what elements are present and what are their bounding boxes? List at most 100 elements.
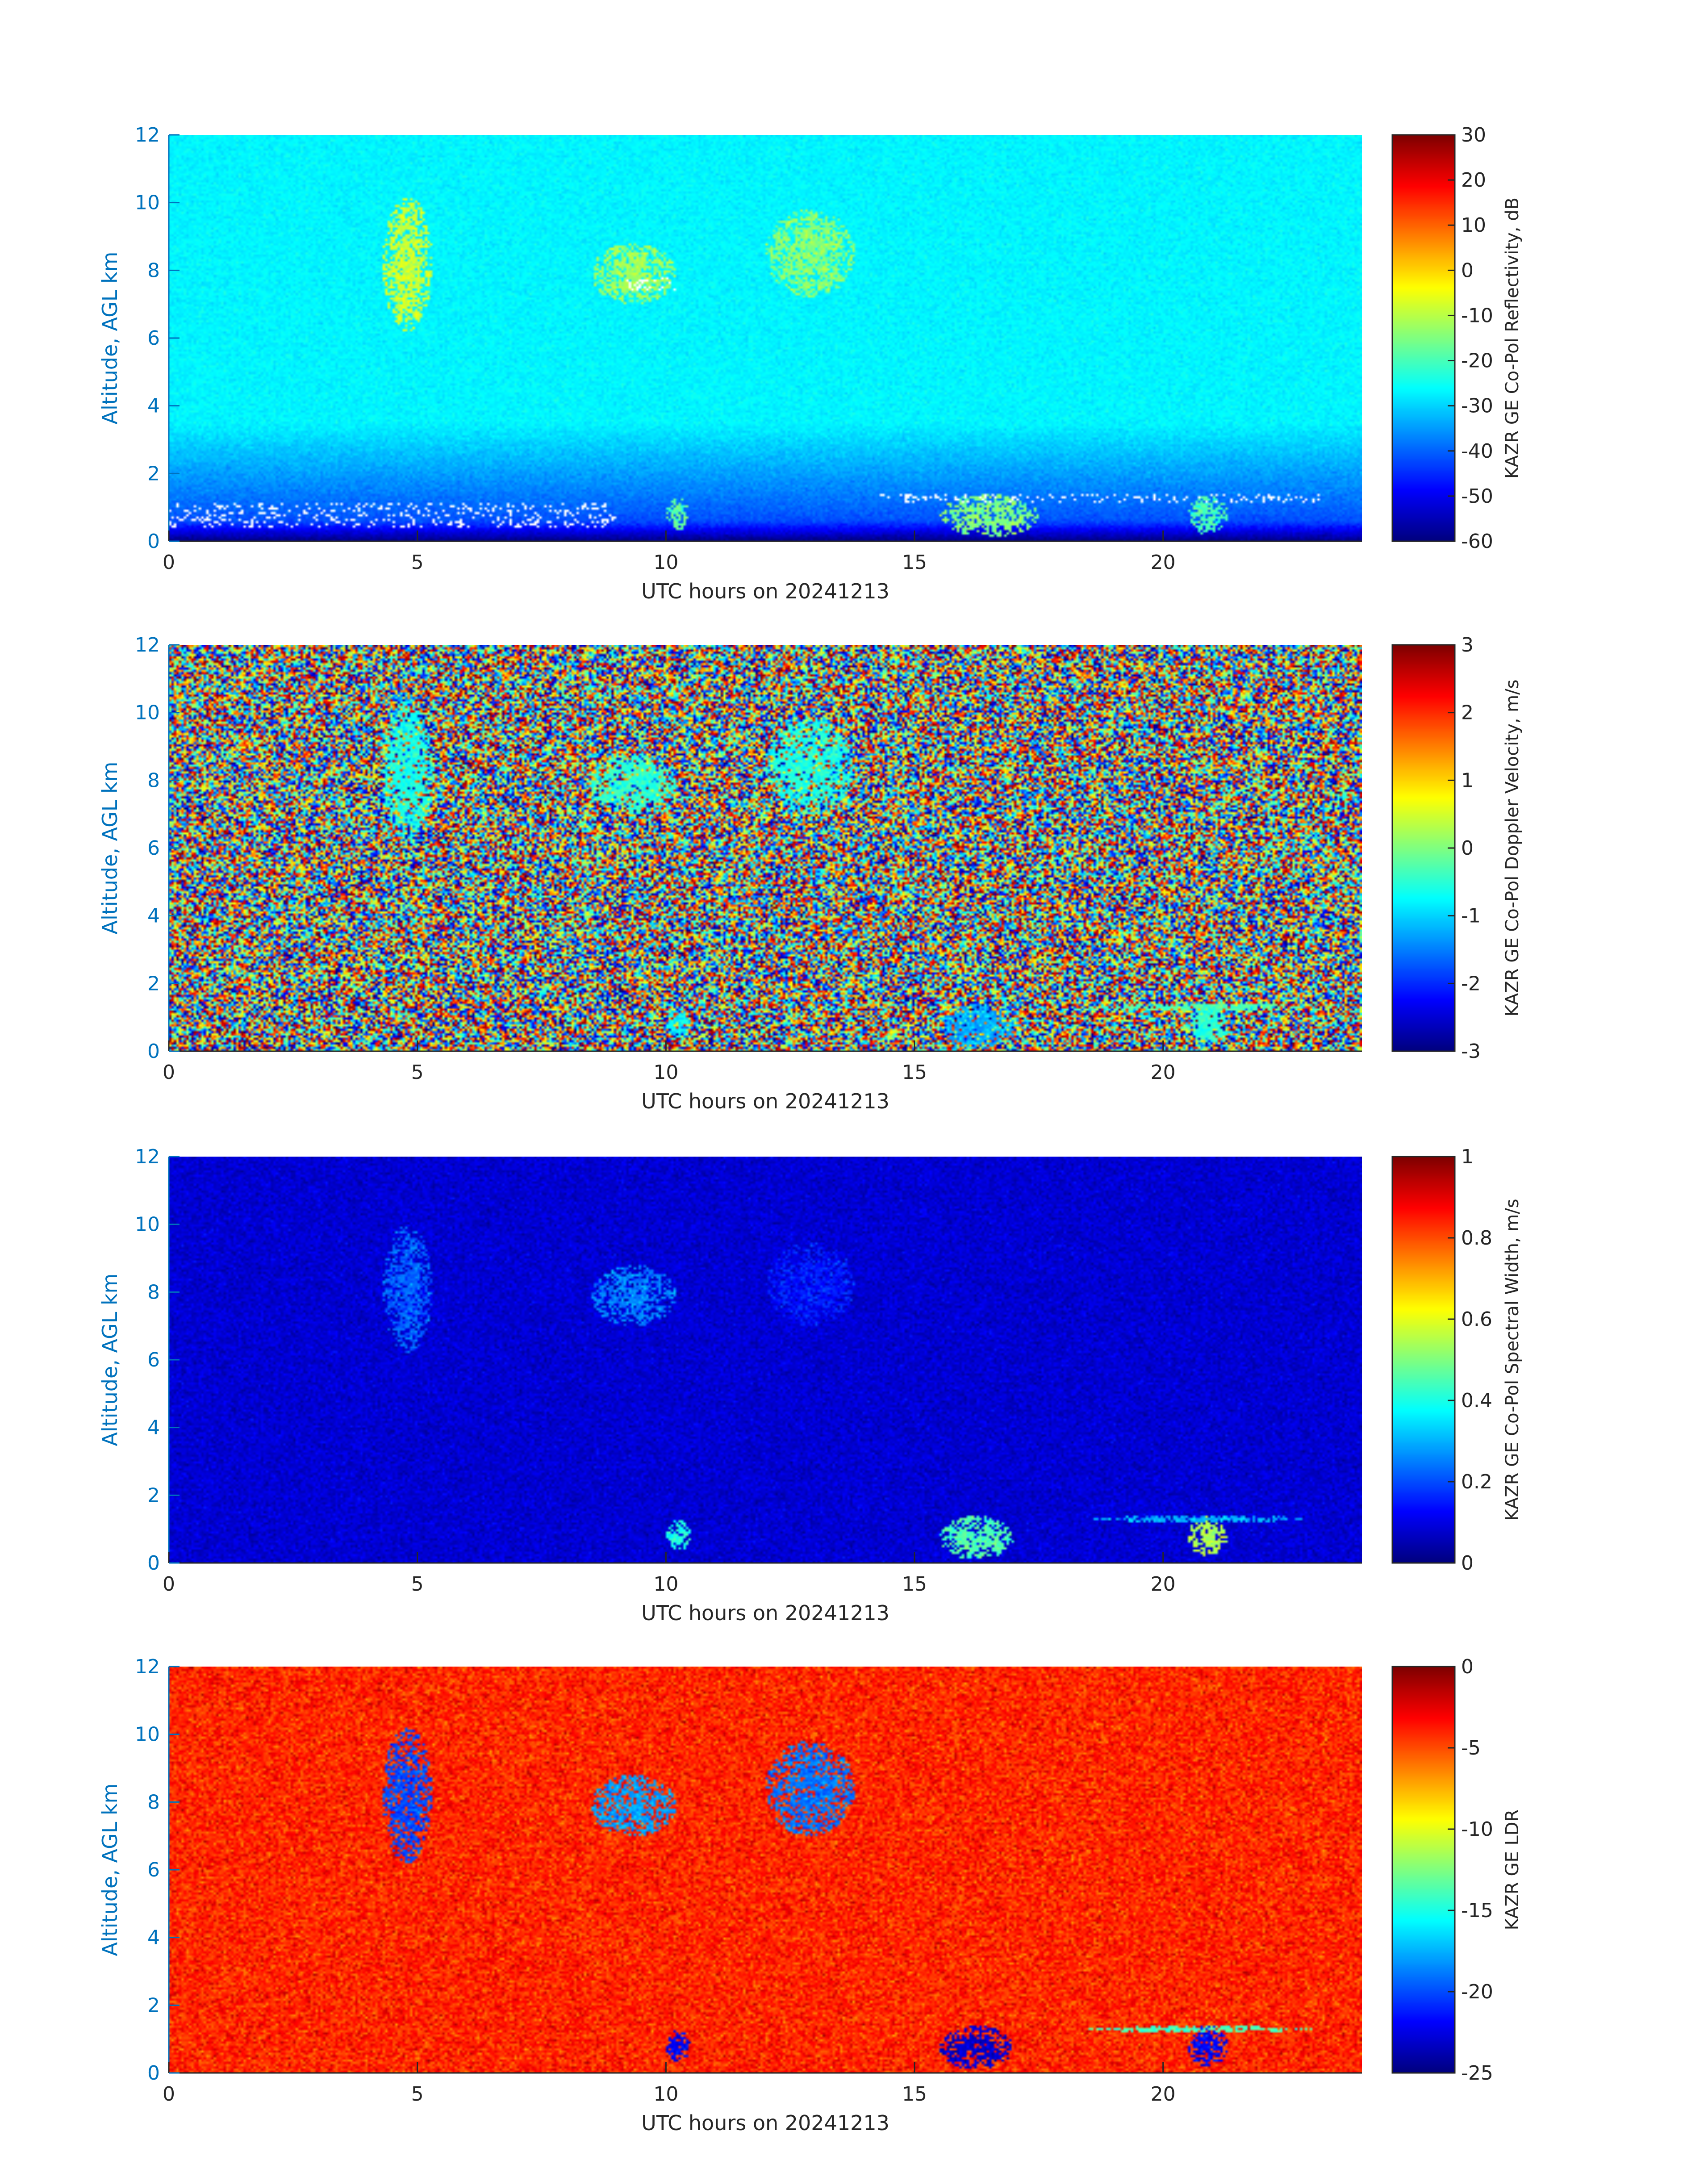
colorbar-tick-label: -60	[1461, 530, 1493, 553]
y-tick-label: 8	[147, 1791, 160, 1813]
x-tick-label: 5	[411, 1573, 424, 1596]
colorbar-tick-label: -10	[1461, 304, 1493, 327]
colorbar-label: KAZR GE Co-Pol Reflectivity, dB	[1502, 197, 1523, 479]
y-tick-label: 8	[147, 769, 160, 792]
y-tick-label: 10	[135, 1213, 160, 1236]
heatmap-image	[169, 645, 1362, 1051]
panel-reflectivity: 0 5 10 15 20 0 2 4 6 8 10 12 UTC hours on 20241213 Al…	[98, 124, 1523, 603]
x-tick-label: 15	[902, 2083, 927, 2106]
colorbar-tick-label: 30	[1461, 124, 1486, 146]
y-tick-label: 6	[147, 327, 160, 350]
y-tick-label: 2	[147, 462, 160, 485]
colorbar-label: KAZR GE Co-Pol Doppler Velocity, m/s	[1502, 680, 1523, 1017]
y-tick-label: 4	[147, 1417, 160, 1439]
colorbar	[1392, 645, 1455, 1051]
y-axis-label: Altitude, AGL km	[98, 1273, 122, 1446]
colorbar-tick-label: 2	[1461, 702, 1474, 724]
y-tick-label: 10	[135, 192, 160, 214]
colorbar-label: KAZR GE Co-Pol Spectral Width, m/s	[1502, 1199, 1523, 1521]
x-tick-label: 0	[163, 551, 175, 574]
heatmap-image	[169, 1667, 1362, 2073]
x-tick-label: 0	[163, 1573, 175, 1596]
y-tick-label: 4	[147, 395, 160, 418]
heatmap-image	[169, 1157, 1362, 1563]
colorbar-tick-label: -50	[1461, 485, 1493, 508]
y-axis-label: Altitude, AGL km	[98, 251, 122, 424]
colorbar-tick-label: -5	[1461, 1737, 1481, 1759]
colorbar-frame	[1391, 134, 1456, 542]
y-tick-label: 0	[147, 1040, 160, 1063]
y-tick-label: 12	[135, 1145, 160, 1168]
y-tick-label: 2	[147, 1484, 160, 1507]
x-tick-label: 0	[163, 2083, 175, 2106]
y-tick-label: 12	[135, 1655, 160, 1678]
y-tick-label: 8	[147, 259, 160, 282]
y-tick-label: 10	[135, 1723, 160, 1746]
colorbar-tick-label: 0.4	[1461, 1389, 1492, 1412]
y-tick-label: 2	[147, 972, 160, 995]
colorbar	[1392, 1667, 1455, 2073]
y-tick-label: 6	[147, 1859, 160, 1881]
y-tick-label: 4	[147, 905, 160, 928]
colorbar-frame	[1391, 1156, 1456, 1564]
x-tick-label: 5	[411, 2083, 424, 2106]
y-tick-label: 6	[147, 837, 160, 860]
y-axis-label: Altitude, AGL km	[98, 1783, 122, 1956]
colorbar-tick-label: 0	[1461, 837, 1474, 860]
colorbar-tick-label: -25	[1461, 2062, 1493, 2085]
x-tick-label: 15	[902, 1061, 927, 1084]
colorbar-label: KAZR GE LDR	[1502, 1809, 1523, 1930]
colorbar-tick-label: 3	[1461, 634, 1474, 656]
colorbar-tick-label: -40	[1461, 440, 1493, 463]
colorbar-tick-label: 20	[1461, 169, 1486, 192]
colorbar-tick-label: 10	[1461, 214, 1486, 237]
colorbar-tick-label: 0	[1461, 1552, 1474, 1575]
colorbar-tick-label: 1	[1461, 1145, 1474, 1168]
x-tick-label: 5	[411, 551, 424, 574]
y-tick-label: 12	[135, 124, 160, 146]
colorbar-tick-label: -1	[1461, 905, 1481, 928]
y-tick-label: 4	[147, 1926, 160, 1949]
x-tick-label: 20	[1151, 1573, 1176, 1596]
x-tick-label: 10	[653, 1573, 678, 1596]
colorbar-tick-label: 0.6	[1461, 1308, 1492, 1331]
x-tick-label: 15	[902, 1573, 927, 1596]
colorbar-frame	[1391, 1666, 1456, 2074]
colorbar-tick-label: 0	[1461, 259, 1474, 282]
y-tick-label: 0	[147, 1552, 160, 1575]
x-axis-label: UTC hours on 20241213	[641, 579, 889, 603]
colorbar	[1392, 135, 1455, 541]
y-tick-label: 6	[147, 1349, 160, 1371]
y-axis-label: Altitude, AGL km	[98, 761, 122, 934]
x-tick-label: 0	[163, 1061, 175, 1084]
colorbar-tick-label: -2	[1461, 972, 1481, 995]
y-tick-label: 8	[147, 1281, 160, 1304]
y-tick-label: 10	[135, 702, 160, 724]
colorbar-tick-label: 1	[1461, 769, 1474, 792]
y-tick-label: 2	[147, 1994, 160, 2017]
colorbar-tick-label: 0.2	[1461, 1471, 1492, 1493]
colorbar-tick-label: -15	[1461, 1899, 1493, 1922]
colorbar-tick-label: 0	[1461, 1655, 1474, 1678]
x-tick-label: 5	[411, 1061, 424, 1084]
panel-ldr: 0 5 10 15 20 0 2 4 6 8 10 12 UTC hours on 20241213 Al…	[98, 1655, 1523, 2135]
x-axis-label: UTC hours on 20241213	[641, 2111, 889, 2135]
x-tick-label: 15	[902, 551, 927, 574]
colorbar-tick-label: 0.8	[1461, 1227, 1492, 1249]
y-tick-label: 0	[147, 2062, 160, 2085]
heatmap-image	[169, 135, 1362, 541]
x-tick-label: 10	[653, 2083, 678, 2106]
colorbar-tick-label: -3	[1461, 1040, 1481, 1063]
colorbar-tick-label: -30	[1461, 395, 1493, 418]
colorbar-tick-label: -20	[1461, 350, 1493, 372]
x-tick-label: 20	[1151, 1061, 1176, 1084]
y-tick-label: 12	[135, 634, 160, 656]
colorbar-tick-label: -20	[1461, 1981, 1493, 2003]
x-tick-label: 10	[653, 1061, 678, 1084]
x-axis-label: UTC hours on 20241213	[641, 1089, 889, 1113]
x-tick-label: 20	[1151, 551, 1176, 574]
x-tick-label: 20	[1151, 2083, 1176, 2106]
